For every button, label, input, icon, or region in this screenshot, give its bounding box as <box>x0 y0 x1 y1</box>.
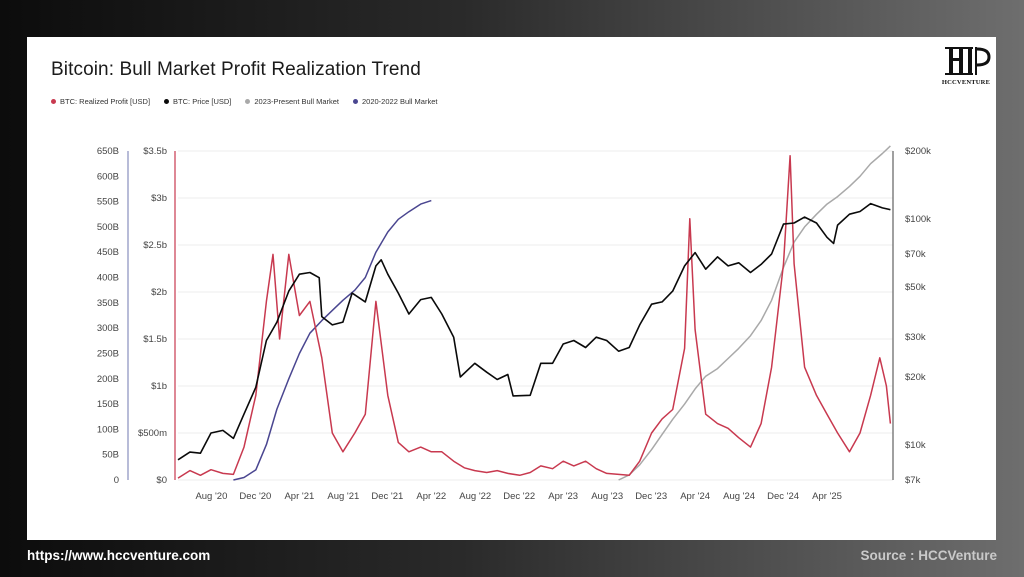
chart-legend: BTC: Realized Profit [USD] BTC: Price [U… <box>51 97 437 106</box>
x-tick: Apr '21 <box>284 491 314 502</box>
chart-svg: 0 50B 100B 150B 200B 250B 300B 350B 400B 450B 500B… <box>97 145 931 502</box>
legend-label-2020-bull: 2020-2022 Bull Market <box>362 97 438 106</box>
series-line-2023-bull <box>618 145 891 481</box>
y-tick-left-outer: 500B <box>97 222 119 233</box>
chart-card: Bitcoin: Bull Market Profit Realization … <box>27 37 996 540</box>
y-tick-right: $7k <box>905 475 921 486</box>
y-tick-right: $20k <box>905 372 926 383</box>
legend-item-price[interactable]: BTC: Price [USD] <box>164 97 231 106</box>
y-tick-right: $30k <box>905 332 926 343</box>
legend-item-2020-bull[interactable]: 2020-2022 Bull Market <box>353 97 437 106</box>
x-tick: Aug '22 <box>459 491 491 502</box>
x-tick: Dec '24 <box>767 491 799 502</box>
y-tick-left-outer: 550B <box>97 197 119 208</box>
footer-source: Source : HCCVenture <box>860 548 997 563</box>
x-tick: Dec '22 <box>503 491 535 502</box>
logo-text: HCCVENTURE <box>941 79 991 86</box>
legend-item-2023-bull[interactable]: 2023-Present Bull Market <box>245 97 339 106</box>
x-tick: Aug '20 <box>195 491 227 502</box>
x-tick: Dec '20 <box>239 491 271 502</box>
legend-dot-price <box>164 99 170 104</box>
y-tick-left-outer: 0 <box>114 475 119 486</box>
y-tick-left-outer: 250B <box>97 348 119 359</box>
y-tick-right: $200k <box>905 146 931 157</box>
y-tick-left-inner: $1.5b <box>143 334 167 345</box>
y-tick-left-outer: 150B <box>97 399 119 410</box>
y-tick-left-inner: $1b <box>151 381 167 392</box>
y-tick-left-inner: $2b <box>151 287 167 298</box>
hcc-logo-icon <box>945 47 991 75</box>
legend-item-realized-profit[interactable]: BTC: Realized Profit [USD] <box>51 97 150 106</box>
y-tick-left-outer: 300B <box>97 323 119 334</box>
y-tick-right: $50k <box>905 282 926 293</box>
hcc-logo: HCCVENTURE <box>939 43 993 87</box>
y-tick-left-inner: $3b <box>151 193 167 204</box>
legend-label-realized-profit: BTC: Realized Profit [USD] <box>60 97 151 106</box>
legend-label-2023-bull: 2023-Present Bull Market <box>254 97 339 106</box>
x-tick: Apr '24 <box>680 491 710 502</box>
legend-dot-realized-profit <box>51 99 56 104</box>
x-tick: Dec '21 <box>371 491 403 502</box>
series-line-2020-bull <box>233 199 432 481</box>
y-tick-right: $100k <box>905 214 931 225</box>
x-tick: Aug '23 <box>591 491 623 502</box>
x-tick: Aug '21 <box>327 491 359 502</box>
series-line-price <box>177 202 891 461</box>
series-line-realized-profit <box>177 154 892 479</box>
x-tick: Apr '22 <box>416 491 446 502</box>
y-tick-left-inner: $3.5b <box>143 146 167 157</box>
y-tick-left-outer: 400B <box>97 273 119 284</box>
y-tick-left-outer: 50B <box>102 450 119 461</box>
legend-dot-2020-bull <box>353 99 358 104</box>
y-tick-left-inner: $2.5b <box>143 240 167 251</box>
y-tick-left-outer: 350B <box>97 298 119 309</box>
y-tick-left-outer: 600B <box>97 171 119 182</box>
footer-url[interactable]: https://www.hccventure.com <box>27 548 211 563</box>
legend-label-price: BTC: Price [USD] <box>173 97 232 106</box>
y-tick-left-outer: 450B <box>97 247 119 258</box>
x-tick: Apr '23 <box>548 491 578 502</box>
x-tick: Aug '24 <box>723 491 755 502</box>
x-tick: Dec '23 <box>635 491 667 502</box>
y-tick-right: $10k <box>905 440 926 451</box>
y-tick-left-outer: 100B <box>97 424 119 435</box>
y-tick-left-inner: $500m <box>138 428 167 439</box>
x-tick: Apr '25 <box>812 491 842 502</box>
y-tick-left-outer: 200B <box>97 374 119 385</box>
y-tick-left-outer: 650B <box>97 146 119 157</box>
y-tick-left-inner: $0 <box>156 475 167 486</box>
legend-dot-2023-bull <box>245 99 251 104</box>
y-tick-right: $70k <box>905 249 926 260</box>
chart-title: Bitcoin: Bull Market Profit Realization … <box>51 59 421 80</box>
